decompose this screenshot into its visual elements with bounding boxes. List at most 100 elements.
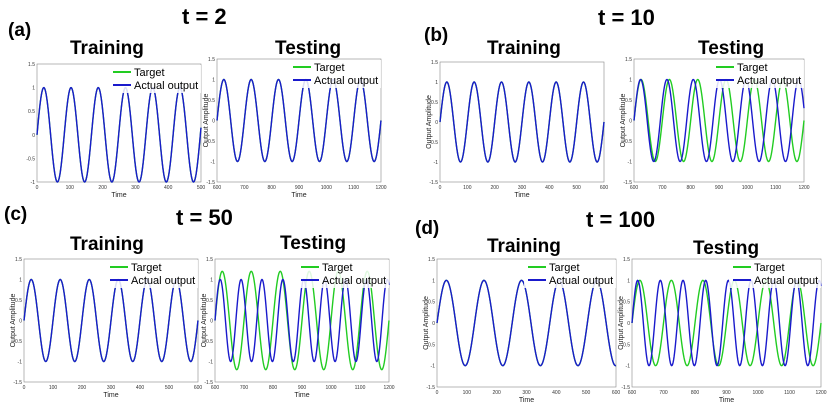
x-tick-label: 600 bbox=[612, 390, 621, 396]
y-tick-label: 0 bbox=[32, 133, 35, 139]
legend-entry: Target bbox=[549, 262, 580, 274]
series-line-actual bbox=[439, 81, 605, 163]
y-tick-label: 1.5 bbox=[15, 257, 22, 263]
chart-b-testing: 600 700 800 900 1000 1100 1200 -1.5 -1 -0.5 0 0.5 1 1… bbox=[620, 57, 810, 191]
x-tick-label: 700 bbox=[658, 185, 667, 191]
y-tick-label: -1.5 bbox=[206, 180, 215, 186]
x-tick-label: 1100 bbox=[348, 185, 359, 191]
y-tick-label: -1.5 bbox=[204, 380, 213, 386]
y-tick-label: -1 bbox=[209, 360, 214, 366]
t-label-d: t = 100 bbox=[586, 207, 656, 232]
t-label-c: t = 50 bbox=[176, 205, 233, 230]
legend-box bbox=[106, 260, 198, 288]
series-line-actual bbox=[216, 78, 382, 163]
legend-entry: Target bbox=[314, 62, 345, 74]
x-tick-label: 800 bbox=[686, 185, 695, 191]
x-tick-label: 0 bbox=[23, 385, 26, 391]
chart-b-training: 0 100 200 300 400 500 600 -1.5 -1 -0.5 0 0.5 1 1.5 Tim… bbox=[426, 60, 608, 199]
x-tick-label: 300 bbox=[107, 385, 116, 391]
y-tick-label: 1.5 bbox=[623, 257, 630, 263]
x-tick-label: 100 bbox=[66, 185, 75, 191]
x-tick-label: 1000 bbox=[325, 385, 336, 391]
y-tick-label: -0.5 bbox=[429, 140, 438, 146]
x-tick-label: 500 bbox=[165, 385, 174, 391]
x-tick-label: 700 bbox=[659, 390, 668, 396]
x-tick-label: 1000 bbox=[321, 185, 332, 191]
y-tick-label: 1 bbox=[210, 278, 213, 284]
x-tick-label: 500 bbox=[572, 185, 581, 191]
y-tick-label: 1.5 bbox=[206, 257, 213, 263]
t-label-a: t = 2 bbox=[182, 4, 227, 29]
x-tick-label: 1100 bbox=[355, 385, 366, 391]
x-tick-label: 1200 bbox=[383, 385, 394, 391]
y-tick-label: -1 bbox=[431, 364, 436, 370]
legend-box bbox=[729, 260, 821, 288]
x-tick-label: 400 bbox=[545, 185, 554, 191]
y-axis-label: Output Amplitude bbox=[10, 294, 17, 348]
y-tick-label: -1 bbox=[31, 180, 36, 186]
x-tick-label: 900 bbox=[295, 185, 304, 191]
y-tick-label: 0 bbox=[212, 119, 215, 125]
y-tick-label: 0 bbox=[627, 321, 630, 327]
y-tick-label: 1.5 bbox=[28, 62, 35, 68]
y-axis-label: Output Amplitude bbox=[203, 94, 210, 148]
x-tick-label: 200 bbox=[492, 390, 501, 396]
x-tick-label: 1200 bbox=[798, 185, 809, 191]
y-tick-label: 1 bbox=[432, 278, 435, 284]
legend-box bbox=[297, 260, 389, 288]
x-tick-label: 600 bbox=[194, 385, 203, 391]
y-tick-label: 1.5 bbox=[625, 57, 632, 63]
y-tick-label: 1 bbox=[212, 78, 215, 84]
y-tick-label: -1 bbox=[628, 160, 633, 166]
y-tick-label: 0.5 bbox=[206, 298, 213, 304]
legend-box bbox=[109, 65, 201, 93]
y-tick-label: 1 bbox=[435, 80, 438, 86]
y-tick-label: -0.5 bbox=[623, 139, 632, 145]
legend-entry: Target bbox=[737, 62, 768, 74]
y-tick-label: 1.5 bbox=[431, 60, 438, 66]
panel-label-d: (d) bbox=[415, 218, 440, 239]
y-tick-label: -1 bbox=[211, 160, 216, 166]
x-tick-label: 600 bbox=[213, 185, 222, 191]
x-tick-label: 500 bbox=[582, 390, 591, 396]
y-tick-label: -1.5 bbox=[429, 180, 438, 186]
x-axis-label: Time bbox=[103, 392, 118, 399]
series-line-actual bbox=[631, 279, 822, 367]
chart-title-c-test: Testing bbox=[280, 233, 347, 254]
y-tick-label: 0 bbox=[432, 321, 435, 327]
x-tick-label: 0 bbox=[436, 390, 439, 396]
y-tick-label: 0.5 bbox=[623, 300, 630, 306]
series-line-actual bbox=[23, 278, 199, 363]
x-tick-label: 1000 bbox=[742, 185, 753, 191]
legend-box bbox=[712, 60, 804, 88]
y-tick-label: 0.5 bbox=[208, 98, 215, 104]
x-tick-label: 100 bbox=[463, 185, 472, 191]
y-tick-label: -0.5 bbox=[26, 156, 35, 162]
chart-title-b-test: Testing bbox=[698, 38, 765, 59]
y-axis-label: Output Amplitude bbox=[426, 95, 433, 149]
x-tick-label: 200 bbox=[98, 185, 107, 191]
panel-label-b: (b) bbox=[424, 25, 449, 46]
x-tick-label: 0 bbox=[439, 185, 442, 191]
y-tick-label: 0 bbox=[629, 119, 632, 125]
legend-entry: Actual output bbox=[314, 75, 378, 87]
x-tick-label: 600 bbox=[628, 390, 637, 396]
chart-title-b-train: Training bbox=[487, 38, 561, 59]
x-tick-label: 200 bbox=[78, 385, 87, 391]
y-axis-label: Output Amplitude bbox=[201, 294, 208, 348]
legend-entry: Target bbox=[322, 262, 353, 274]
y-tick-label: -0.5 bbox=[426, 342, 435, 348]
plot-frame bbox=[36, 63, 202, 183]
chart-a-training: 0 100 200 300 400 500 -1 -0.5 0 0.5 1 1.5 Time Target… bbox=[26, 62, 205, 199]
y-tick-label: -1 bbox=[626, 364, 631, 370]
y-axis-label: Output Amplitude bbox=[620, 94, 627, 148]
x-tick-label: 1000 bbox=[752, 390, 763, 396]
x-axis-label: Time bbox=[111, 192, 126, 199]
x-axis-label: Time bbox=[719, 397, 734, 404]
x-axis-label: Time bbox=[514, 192, 529, 199]
y-tick-label: -0.5 bbox=[13, 339, 22, 345]
y-tick-label: 1 bbox=[627, 278, 630, 284]
y-tick-label: 0 bbox=[210, 319, 213, 325]
x-tick-label: 1200 bbox=[375, 185, 386, 191]
x-tick-label: 800 bbox=[269, 385, 278, 391]
